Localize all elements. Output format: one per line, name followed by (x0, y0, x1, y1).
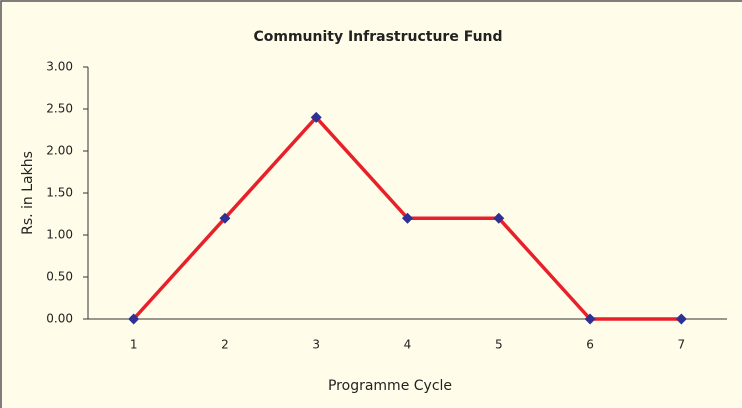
marker (584, 313, 596, 325)
x-tick-label: 4 (404, 338, 412, 352)
marker (310, 111, 322, 123)
y-tick-label: 0.50 (46, 270, 73, 284)
x-tick-label: 6 (586, 338, 594, 352)
marker (493, 212, 505, 224)
marker (402, 212, 413, 224)
y-tick-label: 3.00 (46, 60, 73, 74)
marker (128, 313, 140, 325)
x-tick-label: 3 (312, 338, 320, 352)
x-tick-label: 5 (495, 338, 503, 352)
x-tick-label: 7 (678, 338, 686, 352)
marker (219, 212, 231, 224)
y-tick-label: 2.00 (46, 144, 73, 158)
y-axis-title: Rs. in Lakhs (20, 151, 36, 235)
y-tick-label: 0.00 (46, 312, 73, 326)
y-tick-label: 1.00 (46, 228, 73, 242)
chart-title: Community Infrastructure Fund (253, 29, 502, 45)
y-tick-label: 1.50 (46, 186, 73, 200)
marker (675, 313, 687, 325)
y-tick-label: 2.50 (46, 102, 73, 116)
x-tick-label: 2 (221, 338, 229, 352)
x-tick-label: 1 (130, 338, 138, 352)
x-axis-title: Programme Cycle (328, 378, 452, 394)
